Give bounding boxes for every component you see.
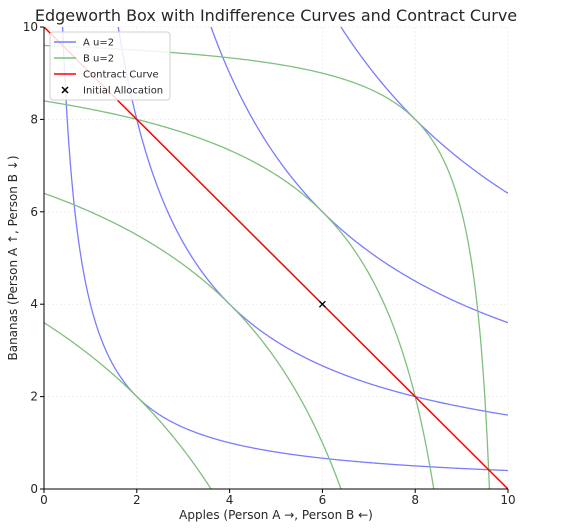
x-tick-label: 4 [226,493,234,507]
y-tick-label: 0 [30,482,38,496]
curves-layer [44,27,508,489]
x-axis-label: Apples (Person A →, Person B ←) [179,508,373,522]
x-tick-label: 6 [319,493,327,507]
y-tick-label: 4 [30,297,38,311]
contract-curve [44,27,508,489]
y-tick-label: 2 [30,390,38,404]
legend-label: A u=2 [83,38,114,49]
x-tick-label: 10 [500,493,515,507]
b-indifference-curve-u4 [44,100,435,489]
legend: A u=2 B u=2 Contract Curve Initial Allocati… [49,31,171,101]
legend-label: Contract Curve [83,70,159,81]
legend-item: Initial Allocation [61,86,163,97]
a-indifference-curve-u6 [210,27,508,324]
y-axis-label: Bananas (Person A ↑, Person B ↓) [6,155,20,360]
y-tick-label: 10 [23,20,38,34]
x-tick-label: 8 [411,493,419,507]
a-indifference-curve-u8 [340,27,508,194]
legend-label: Initial Allocation [83,86,163,97]
y-tick-label: 8 [30,112,38,126]
b-indifference-curve-u2 [44,44,491,489]
ticks: 0 2 4 6 8 10 0 2 4 6 8 10 [23,20,516,507]
initial-allocation-marker [318,300,326,308]
legend-item: Contract Curve [54,70,159,81]
axes [43,27,508,490]
x-tick-label: 0 [40,493,48,507]
y-tick-label: 6 [30,205,38,219]
x-tick-label: 2 [133,493,141,507]
legend-box [49,31,171,101]
a-indifference-curve-u4 [117,27,508,416]
legend-item: B u=2 [54,54,114,65]
legend-item: A u=2 [54,38,114,49]
b-indifference-curve-u8 [44,322,212,489]
chart-title: Edgeworth Box with Indifference Curves a… [35,6,517,25]
legend-label: B u=2 [83,54,114,65]
b-indifference-curve-u6 [44,192,342,489]
